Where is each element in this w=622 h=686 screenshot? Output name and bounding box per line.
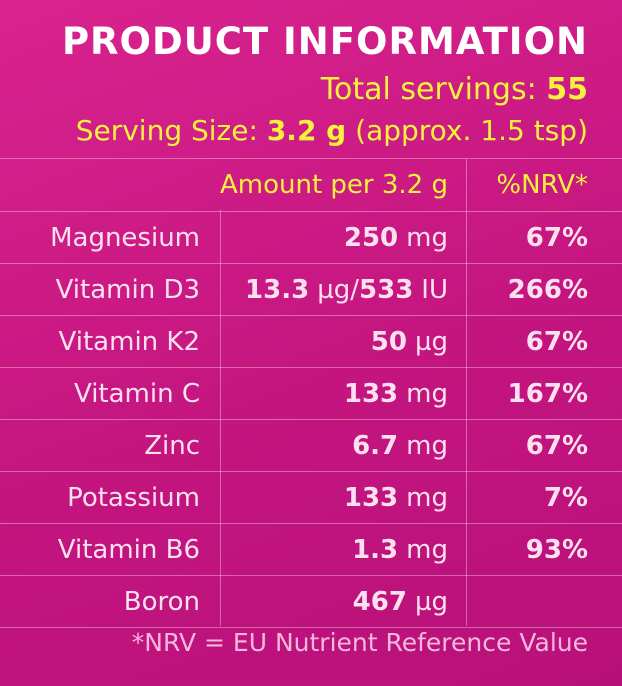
serving-size-value: 3.2 g	[266, 114, 347, 147]
column-header-nrv: %NRV*	[496, 170, 588, 200]
serving-size: Serving Size: 3.2 g (approx. 1.5 tsp)	[76, 114, 588, 147]
nutrient-name: Vitamin D3	[55, 274, 200, 305]
nutrient-nrv: 67%	[525, 430, 588, 461]
nutrient-name: Zinc	[144, 430, 200, 461]
nutrient-amount: 13.3 µg/533 IU	[245, 274, 448, 305]
table-row: Vitamin K2 50 µg 67%	[0, 316, 622, 368]
table-row: Zinc 6.7 mg 67%	[0, 420, 622, 472]
nutrient-name: Magnesium	[50, 222, 200, 253]
nutrient-name: Boron	[123, 586, 200, 617]
nutrient-nrv	[466, 576, 588, 627]
nutrient-nrv: 67%	[525, 222, 588, 253]
servings-label: Total servings:	[320, 72, 537, 107]
nutrient-amount: 50 µg	[370, 326, 448, 357]
table-row: Potassium 133 mg 7%	[0, 472, 622, 524]
nutrient-amount: 1.3 mg	[352, 534, 448, 565]
nutrient-amount: 250 mg	[343, 222, 448, 253]
serving-size-label: Serving Size:	[75, 114, 258, 147]
nutrient-amount: 6.7 mg	[352, 430, 448, 461]
total-servings: Total servings: 55	[321, 72, 588, 107]
serving-size-note: (approx. 1.5 tsp)	[355, 114, 588, 147]
nutrient-name: Vitamin K2	[58, 326, 200, 357]
column-divider	[466, 159, 467, 626]
table-row: Boron 467 µg	[0, 576, 622, 628]
servings-value: 55	[546, 72, 588, 107]
nutrient-name: Potassium	[67, 482, 200, 513]
nutrient-nrv: 167%	[507, 378, 588, 409]
nutrient-nrv: 266%	[507, 274, 588, 305]
nutrient-amount: 133 mg	[343, 482, 448, 513]
nutrient-nrv: 7%	[543, 482, 588, 513]
nutrient-name: Vitamin B6	[57, 534, 200, 565]
table-row: Vitamin C 133 mg 167%	[0, 368, 622, 420]
column-header-amount: Amount per 3.2 g	[219, 170, 448, 200]
nutrient-amount: 467 µg	[352, 586, 448, 617]
nutrition-table: Amount per 3.2 g %NRV* Magnesium 250 mg 6…	[0, 158, 622, 628]
nutrient-name: Vitamin C	[73, 378, 200, 409]
table-header-row: Amount per 3.2 g %NRV*	[0, 159, 622, 212]
page-title: PRODUCT INFORMATION	[61, 20, 588, 63]
table-row: Vitamin D3 13.3 µg/533 IU 266%	[0, 264, 622, 316]
nutrient-nrv: 93%	[525, 534, 588, 565]
nutrient-amount: 133 mg	[343, 378, 448, 409]
column-divider	[220, 210, 221, 626]
table-row: Magnesium 250 mg 67%	[0, 212, 622, 264]
nrv-footnote: *NRV = EU Nutrient Reference Value	[131, 628, 588, 657]
nutrient-nrv: 67%	[525, 326, 588, 357]
table-row: Vitamin B6 1.3 mg 93%	[0, 524, 622, 576]
